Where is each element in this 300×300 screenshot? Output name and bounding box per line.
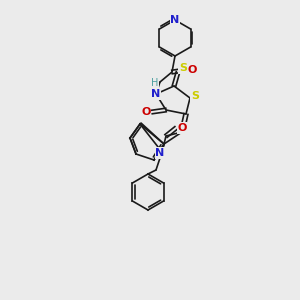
Text: O: O [177,123,187,133]
Text: S: S [179,63,187,73]
Text: O: O [141,107,151,117]
Text: N: N [155,148,165,158]
Text: O: O [187,65,197,75]
Text: S: S [191,91,199,101]
Text: N: N [170,15,180,25]
Text: H: H [151,78,159,88]
Text: N: N [152,89,160,99]
